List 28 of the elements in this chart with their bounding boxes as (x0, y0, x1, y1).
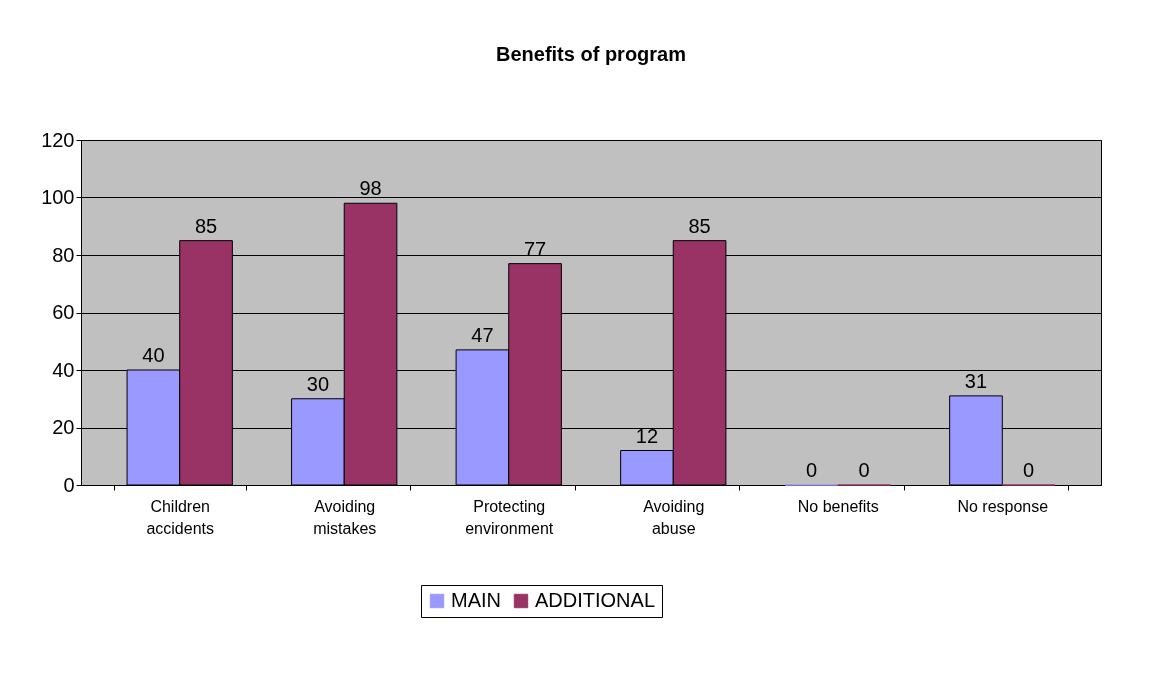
x-tick-label: Avoiding mistakes (313, 497, 377, 537)
data-label: 0 (858, 459, 870, 481)
y-tick-label: 100 (41, 186, 75, 208)
y-tick-label: 120 (41, 128, 75, 151)
data-label: 0 (805, 459, 818, 481)
x-tick-label: Children accidents (146, 497, 215, 537)
chart-title: Benefits of program (495, 43, 687, 65)
legend-label: MAIN (451, 589, 501, 611)
data-label: 85 (688, 214, 711, 237)
data-label: 30 (306, 372, 330, 395)
data-label: 85 (194, 214, 218, 237)
data-label: 47 (471, 323, 494, 346)
data-label: 40 (142, 344, 165, 366)
legend-label: ADDITIONAL (535, 589, 656, 611)
x-tick-label: Avoiding abuse (643, 497, 705, 537)
data-label: 77 (523, 237, 547, 260)
data-label: 98 (359, 177, 382, 200)
y-tick-label: 80 (52, 243, 75, 266)
x-tick-label: No benefits (797, 497, 879, 515)
data-label: 12 (635, 424, 659, 447)
x-tick-label: No response (957, 497, 1049, 515)
y-tick-label: 20 (52, 416, 75, 438)
y-tick-label: 0 (63, 473, 75, 496)
x-tick-label: Protecting environment (465, 497, 554, 537)
y-tick-label: 60 (52, 301, 75, 323)
data-label: 31 (964, 369, 988, 392)
y-tick-label: 40 (52, 358, 75, 381)
data-label: 0 (1023, 459, 1035, 481)
